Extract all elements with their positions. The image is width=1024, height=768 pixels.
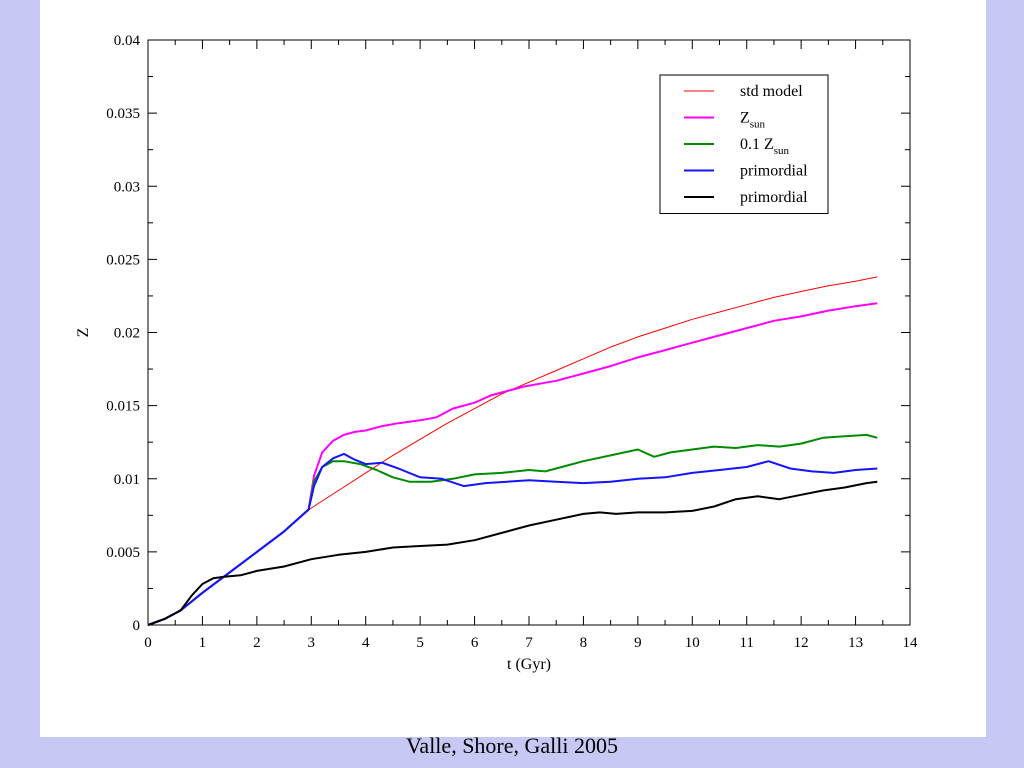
y-tick-label: 0.01 — [114, 472, 140, 488]
x-tick-label: 9 — [634, 635, 642, 651]
series-line-3 — [147, 452, 878, 626]
x-tick-label: 7 — [525, 635, 533, 651]
series-line-0 — [147, 276, 878, 626]
legend-label-4: primordial — [740, 189, 808, 206]
y-tick-label: 0.04 — [114, 33, 141, 49]
x-tick-label: 2 — [253, 635, 261, 651]
legend-label-0: std model — [740, 83, 803, 100]
x-tick-label: 4 — [362, 635, 370, 651]
y-tick-label: 0 — [133, 618, 141, 634]
x-tick-label: 6 — [471, 635, 479, 651]
x-tick-label: 11 — [739, 635, 753, 651]
x-tick-label: 1 — [199, 635, 207, 651]
y-tick-label: 0.02 — [114, 326, 140, 342]
x-tick-label: 5 — [416, 635, 424, 651]
x-tick-label: 8 — [580, 635, 588, 651]
x-tick-label: 0 — [144, 635, 152, 651]
legend-label-1: Zsun — [740, 110, 766, 131]
citation-caption: Valle, Shore, Galli 2005 — [405, 733, 619, 758]
x-tick-label: 14 — [903, 635, 919, 651]
legend-label-3: primordial — [740, 163, 808, 180]
y-tick-label: 0.035 — [106, 106, 140, 122]
x-tick-label: 12 — [794, 635, 809, 651]
series-line-4 — [147, 480, 878, 626]
x-axis-label: t (Gyr) — [507, 656, 551, 673]
y-tick-label: 0.025 — [106, 252, 140, 268]
legend-label-2: 0.1 Zsun — [740, 136, 790, 157]
x-tick-label: 10 — [685, 635, 700, 651]
y-tick-label: 0.005 — [106, 545, 140, 561]
x-tick-label: 3 — [308, 635, 316, 651]
series-line-1 — [147, 302, 878, 626]
chart: 0 1 2 3 4 5 6 7 8 9 10 11 12 13 1400.0050.010.0150.020… — [75, 33, 919, 673]
y-tick-label: 0.03 — [114, 179, 140, 195]
y-axis-label: Z — [75, 328, 92, 338]
y-tick-label: 0.015 — [106, 399, 140, 415]
slide-panel: 0 1 2 3 4 5 6 7 8 9 10 11 12 13 14 0 0.005 0.01 0.015 0.02 0… — [40, 0, 986, 737]
x-tick-label: 13 — [848, 635, 863, 651]
